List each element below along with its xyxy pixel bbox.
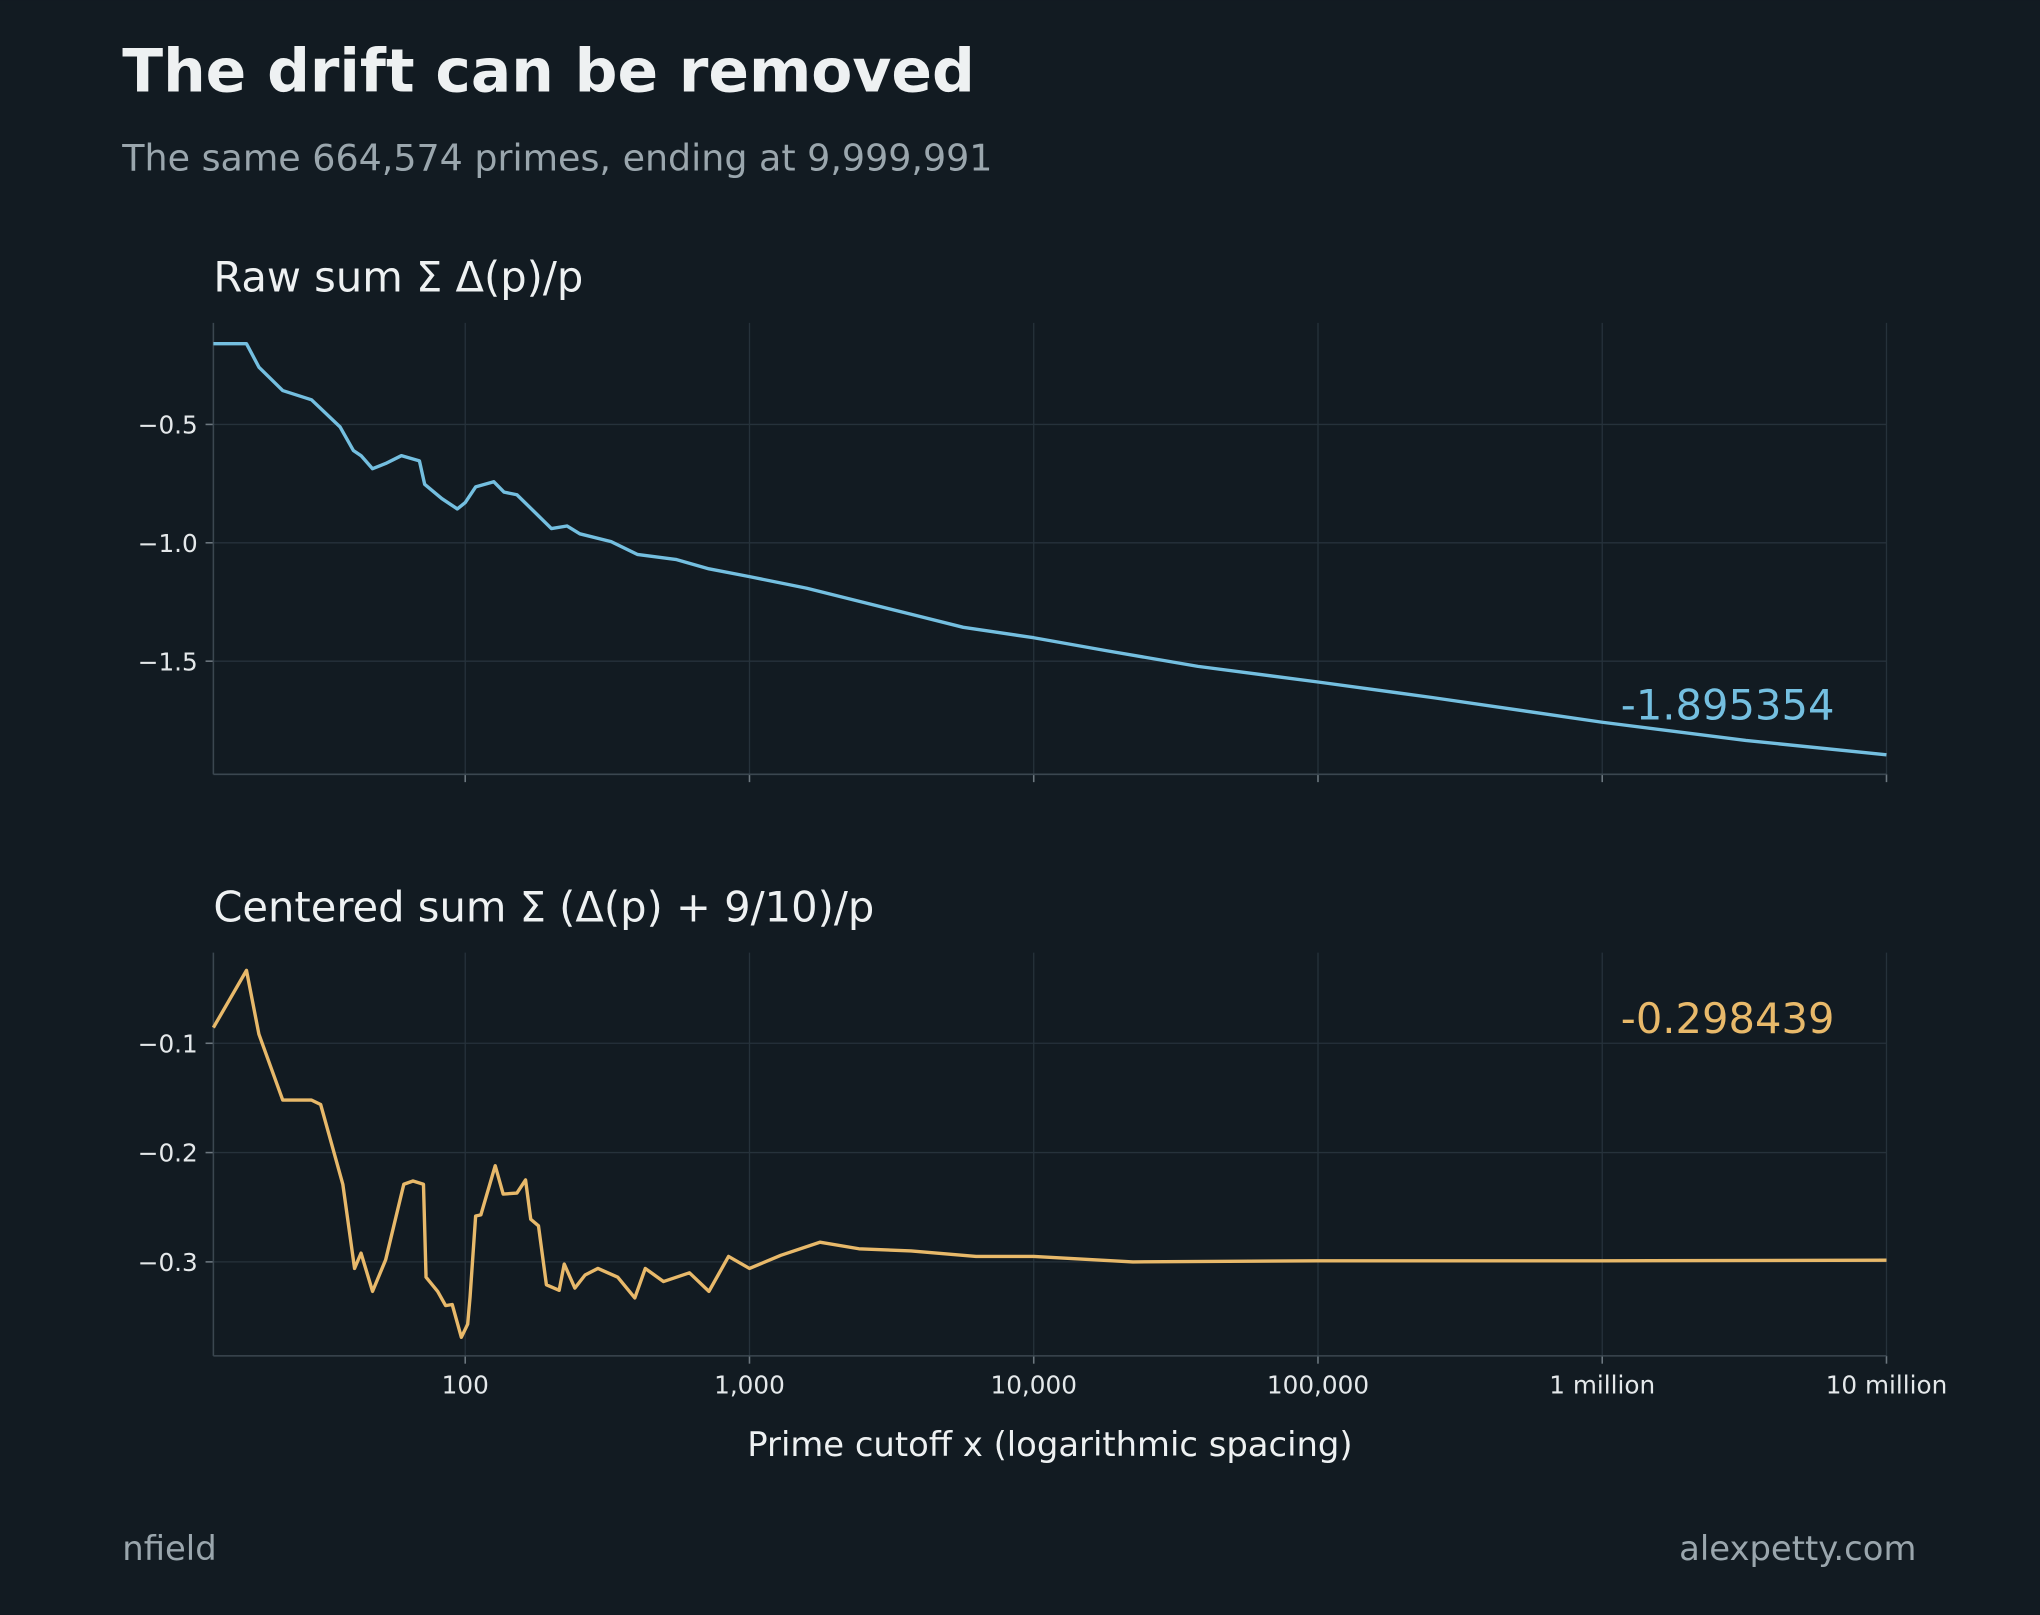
footer-left: nfield: [122, 1529, 216, 1568]
panel-title: Centered sum Σ (Δ(p) + 9/10)/p: [213, 882, 874, 931]
y-tick-label: −1.0: [138, 529, 198, 558]
footer-right: alexpetty.com: [1679, 1529, 1916, 1568]
subtitle: The same 664,574 primes, ending at 9,999…: [121, 137, 992, 180]
x-tick-label: 100: [442, 1371, 489, 1400]
x-tick-label: 1 million: [1549, 1371, 1655, 1400]
data-line: [211, 968, 1887, 1339]
x-tick-label: 100,000: [1267, 1371, 1369, 1400]
x-tick-label: 10,000: [991, 1371, 1077, 1400]
y-tick-label: −1.5: [138, 647, 198, 676]
data-line: [213, 342, 1887, 757]
x-axis-label: Prime cutoff x (logarithmic spacing): [747, 1425, 1352, 1464]
x-tick-label: 1,000: [714, 1371, 785, 1400]
y-tick-label: −0.5: [138, 411, 198, 440]
panel-title: Raw sum Σ Δ(p)/p: [213, 253, 583, 302]
y-tick-label: −0.3: [138, 1248, 198, 1277]
y-tick-label: −0.2: [138, 1139, 198, 1168]
y-tick-label: −0.1: [138, 1029, 198, 1058]
end-value-annotation: -1.895354: [1621, 681, 1835, 730]
title: The drift can be removed: [122, 36, 975, 106]
x-tick-label: 10 million: [1826, 1371, 1948, 1400]
end-value-annotation: -0.298439: [1621, 994, 1835, 1043]
